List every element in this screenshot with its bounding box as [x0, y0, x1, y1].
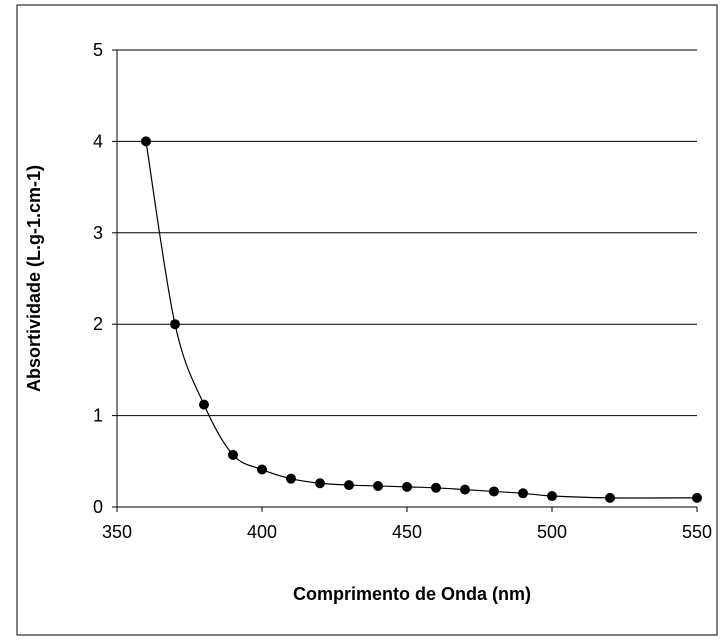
data-point — [373, 480, 383, 491]
data-point — [489, 486, 499, 497]
data-point — [518, 488, 528, 499]
tick-labels: 0 1 2 3 4 5 350 400 450 500 550 — [93, 40, 712, 542]
y-tick-label: 2 — [93, 314, 103, 334]
data-point — [547, 491, 557, 502]
y-tick-label: 1 — [93, 406, 103, 426]
y-tick-label: 0 — [93, 497, 103, 517]
data-point — [141, 136, 151, 147]
data-point — [431, 482, 441, 493]
x-tick-label: 400 — [247, 522, 277, 542]
y-tick-label: 4 — [93, 131, 103, 151]
y-tick-label: 5 — [93, 40, 103, 60]
x-tick-label: 450 — [392, 522, 422, 542]
data-point — [170, 319, 180, 330]
data-point — [286, 473, 296, 484]
data-point — [315, 478, 325, 489]
data-point — [460, 484, 470, 495]
y-axis-title: Absortividade (L.g-1.cm-1) — [24, 165, 44, 392]
x-tick-label: 500 — [537, 522, 567, 542]
data-point — [605, 492, 615, 503]
x-tick-label: 350 — [102, 522, 132, 542]
data-point — [228, 449, 238, 460]
y-tick-label: 3 — [93, 223, 103, 243]
x-axis-title: Comprimento de Onda (nm) — [293, 584, 531, 604]
grid-lines — [117, 49, 697, 417]
data-point — [692, 492, 702, 503]
data-point — [344, 480, 354, 491]
data-point — [257, 464, 267, 475]
data-point — [402, 481, 412, 492]
data-points — [141, 136, 702, 503]
x-tick-label: 550 — [682, 522, 712, 542]
axes — [112, 49, 698, 512]
data-point — [199, 399, 209, 410]
chart-border — [16, 4, 718, 636]
